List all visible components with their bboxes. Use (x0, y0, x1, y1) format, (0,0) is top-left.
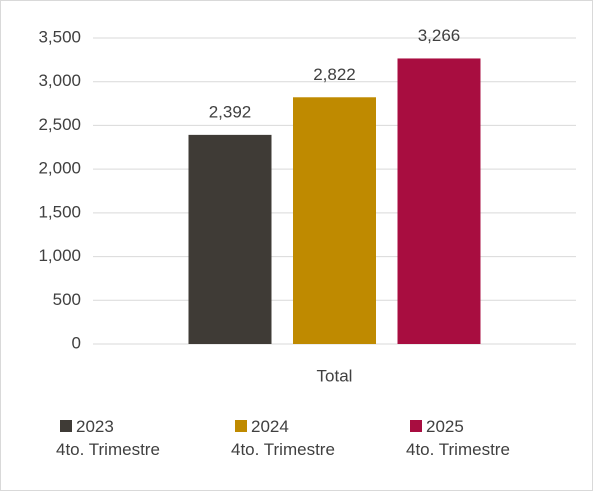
value-label: 3,266 (418, 26, 461, 45)
y-tick-label: 3,000 (38, 71, 81, 90)
y-tick-label: 0 (72, 333, 81, 352)
y-tick-label: 2,000 (38, 159, 81, 178)
x-tick-label: Total (317, 366, 353, 385)
legend-label: 2025 4to. Trimestre (406, 417, 510, 459)
y-tick-label: 1,500 (38, 202, 81, 221)
value-label: 2,822 (313, 65, 356, 84)
legend-label: 2023 4to. Trimestre (56, 417, 160, 459)
y-tick-label: 1,000 (38, 246, 81, 265)
y-tick-label: 500 (53, 290, 81, 309)
legend-item: 2024 4to. Trimestre (231, 415, 406, 461)
legend-item: 2025 4to. Trimestre (406, 415, 581, 461)
legend-label: 2024 4to. Trimestre (231, 417, 335, 459)
legend-swatch (60, 420, 72, 432)
legend: 2023 4to. Trimestre 2024 4to. Trimestre 20… (56, 415, 586, 461)
bar (293, 97, 376, 344)
y-tick-label: 3,500 (38, 27, 81, 46)
legend-swatch (235, 420, 247, 432)
legend-item: 2023 4to. Trimestre (56, 415, 231, 461)
bar (397, 58, 481, 345)
y-tick-label: 2,500 (38, 115, 81, 134)
value-label: 2,392 (209, 102, 252, 121)
bar (188, 134, 272, 344)
legend-swatch (410, 420, 422, 432)
